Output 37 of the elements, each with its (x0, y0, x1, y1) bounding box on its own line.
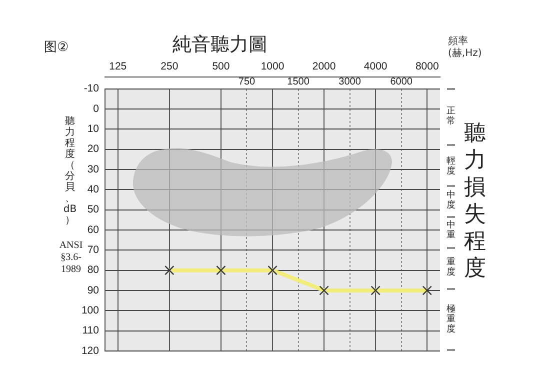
y-tick-label: -10 (84, 82, 100, 95)
text: 重度 (446, 256, 456, 278)
x-tick-label: 6000 (390, 76, 413, 88)
y-tick-label: 50 (87, 204, 100, 216)
text: 聽力程度（分貝、dB） (63, 116, 77, 226)
x-tick-label: 750 (238, 76, 256, 88)
y-tick-label: 120 (81, 344, 100, 357)
y-tick-label: 110 (82, 324, 100, 337)
y-tick-label: 30 (87, 163, 100, 176)
x-tick-label: 250 (160, 60, 178, 72)
chart-title: 純音聽力圖 (172, 34, 268, 56)
x-tick-label: 2000 (312, 60, 336, 72)
x-axis-title: 頻率 (赫,Hz) (448, 36, 483, 60)
text: 正常 (446, 106, 456, 126)
x-tick-label: 125 (109, 60, 127, 72)
x-tick-label: 8000 (415, 60, 439, 72)
y-tick-label: 20 (87, 143, 100, 156)
x-tick-label: 1500 (287, 76, 310, 88)
y-tick-label: 100 (81, 304, 100, 317)
text: 輕度 (446, 155, 456, 176)
x-tick-label: 3000 (338, 76, 362, 88)
x-tick-label: 4000 (364, 60, 388, 72)
text: 中重 (446, 219, 456, 240)
text: 聽力損失程度 (463, 120, 487, 282)
x-tick-label: 1000 (260, 60, 284, 72)
y-tick-label: 80 (87, 264, 100, 276)
y-tick-label: 70 (87, 244, 100, 256)
y-tick-label: 60 (87, 224, 100, 236)
text: ANSI §3.6-1989 (58, 240, 84, 276)
y-tick-label: 90 (87, 284, 100, 296)
y-tick-label: 0 (93, 102, 100, 115)
y-tick-label: 40 (87, 184, 100, 196)
x-tick-label: 500 (212, 60, 230, 72)
text: 图② (44, 39, 69, 56)
text: 極重度 (446, 303, 456, 334)
y-tick-label: 10 (87, 123, 100, 136)
text: 中度 (446, 189, 456, 210)
